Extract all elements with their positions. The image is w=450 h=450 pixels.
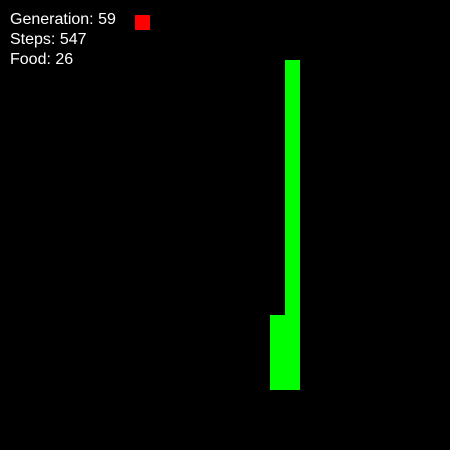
food-readout: Food: 26 — [10, 50, 73, 70]
steps-label: Steps: — [10, 31, 56, 48]
steps-value: 547 — [59, 31, 87, 48]
generation-value: 59 — [98, 11, 116, 28]
steps-readout: Steps: 547 — [10, 30, 87, 50]
food-value: 26 — [55, 51, 74, 68]
food-label: Food: — [10, 51, 51, 68]
generation-label: Generation: — [10, 11, 94, 28]
snake-body-vertical — [285, 60, 300, 390]
generation-readout: Generation: 59 — [10, 10, 116, 30]
food-pellet — [135, 15, 150, 30]
snake-body-tail — [270, 315, 285, 390]
